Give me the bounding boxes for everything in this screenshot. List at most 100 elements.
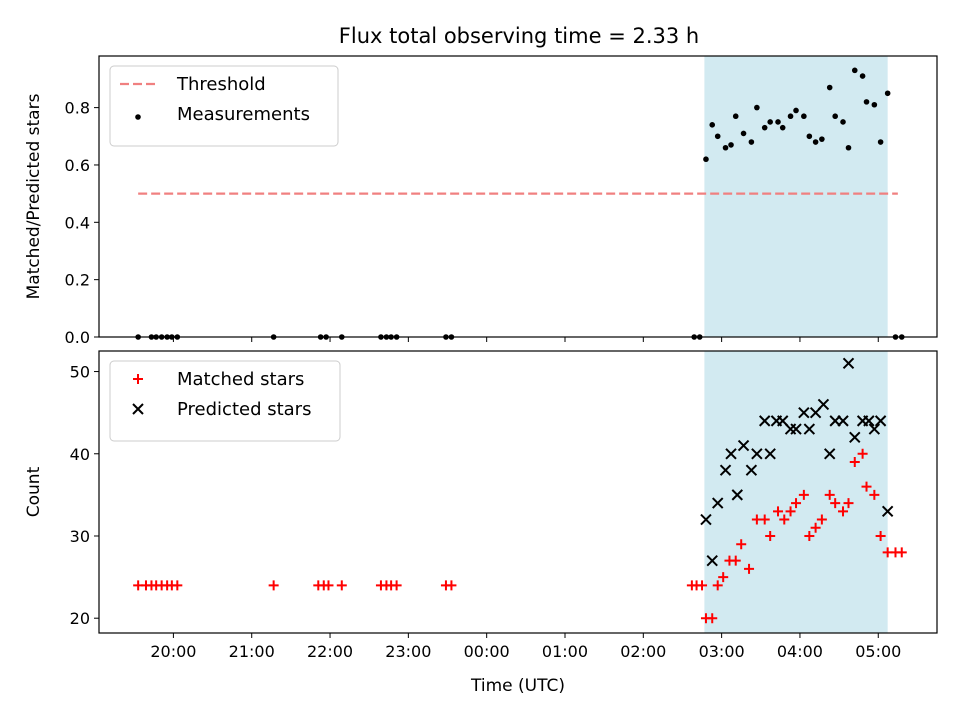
matched-star-point bbox=[446, 580, 457, 591]
legend-box bbox=[109, 360, 341, 442]
measurement-point bbox=[754, 104, 760, 111]
measurement-point bbox=[732, 113, 739, 120]
measurement-point bbox=[761, 124, 768, 131]
y-tick-label: 50 bbox=[70, 363, 90, 382]
measurement-point bbox=[877, 139, 884, 145]
matched-star-point bbox=[323, 580, 334, 591]
matched-star-point bbox=[773, 506, 784, 517]
matched-star-point bbox=[712, 580, 723, 591]
predicted-star-point bbox=[725, 448, 737, 460]
y-axis-label: Matched/Predicted stars bbox=[24, 93, 44, 299]
predicted-star-point bbox=[737, 439, 750, 452]
legend-measurement-swatch bbox=[135, 114, 141, 120]
measurement-point bbox=[722, 144, 729, 151]
measurement-point bbox=[884, 90, 891, 97]
measurement-point bbox=[728, 142, 734, 148]
matched-star-point bbox=[804, 530, 815, 541]
axes-frame bbox=[98, 350, 938, 634]
matched-star-point bbox=[336, 580, 347, 591]
x-tick-label: 00:00 bbox=[464, 642, 510, 661]
x-tick-label: 20:00 bbox=[150, 642, 196, 661]
x-tick-label: 04:00 bbox=[777, 642, 823, 661]
matched-star-point bbox=[744, 563, 755, 574]
matched-star-point bbox=[869, 489, 880, 500]
predicted-star-point bbox=[700, 513, 712, 526]
x-tick-label: 03:00 bbox=[699, 642, 745, 661]
matched-star-point bbox=[798, 489, 809, 500]
x-tick-label: 05:00 bbox=[855, 642, 901, 661]
y-tick-label: 0.0 bbox=[65, 328, 90, 347]
legend-label: Measurements bbox=[177, 104, 310, 125]
predicted-star-point bbox=[863, 415, 875, 427]
measurement-point bbox=[703, 156, 709, 163]
predicted-star-point bbox=[719, 464, 732, 476]
predicted-star-point bbox=[842, 357, 855, 370]
matched-star-point bbox=[765, 530, 776, 541]
measurement-point bbox=[775, 119, 781, 125]
predicted-star-point bbox=[817, 398, 830, 411]
matched-star-point bbox=[816, 514, 827, 525]
measurement-point bbox=[826, 84, 833, 91]
measurement-point bbox=[793, 107, 799, 114]
matched-star-point bbox=[697, 580, 708, 591]
predicted-star-point bbox=[790, 423, 802, 435]
measurement-point bbox=[840, 119, 846, 125]
measurement-point bbox=[787, 113, 794, 120]
predicted-star-point bbox=[764, 448, 776, 460]
observing-window-band bbox=[704, 56, 888, 337]
figure-title: Flux total observing time = 2.33 h bbox=[339, 24, 699, 48]
observing-window-band bbox=[704, 351, 888, 633]
predicted-star-point bbox=[712, 497, 724, 509]
predicted-star-point bbox=[823, 448, 836, 460]
measurement-point bbox=[709, 122, 716, 128]
measurement-point bbox=[740, 130, 747, 137]
matched-star-point bbox=[730, 555, 741, 566]
legend-label: Predicted stars bbox=[177, 399, 311, 420]
legend-matched-swatch bbox=[133, 374, 143, 384]
measurement-point bbox=[748, 139, 755, 145]
predicted-star-point bbox=[868, 423, 881, 435]
predicted-star-point bbox=[751, 448, 763, 460]
y-axis-label: Count bbox=[24, 466, 44, 517]
matched-star-point bbox=[843, 498, 854, 509]
y-tick-label: 0.4 bbox=[65, 213, 90, 232]
x-tick-label: 01:00 bbox=[542, 642, 588, 661]
x-tick-label: 21:00 bbox=[229, 642, 275, 661]
predicted-star-point bbox=[849, 431, 861, 444]
predicted-star-point bbox=[837, 415, 849, 427]
predicted-star-point bbox=[881, 505, 894, 518]
measurement-point bbox=[845, 144, 852, 151]
legend-label: Threshold bbox=[176, 74, 266, 95]
measurement-point bbox=[779, 124, 786, 131]
measurement-point bbox=[859, 73, 866, 79]
matched-star-point bbox=[875, 530, 886, 541]
matched-star-point bbox=[707, 613, 718, 624]
matched-star-point bbox=[791, 498, 802, 509]
matched-star-point bbox=[785, 506, 796, 517]
measurement-point bbox=[832, 113, 838, 120]
measurement-point bbox=[871, 101, 878, 108]
legend-box bbox=[109, 65, 339, 147]
matched-star-point bbox=[268, 580, 279, 591]
predicted-star-point bbox=[706, 554, 718, 567]
matched-star-point bbox=[736, 539, 747, 550]
matched-star-point bbox=[838, 506, 849, 517]
x-tick-label: 22:00 bbox=[307, 642, 353, 661]
x-tick-label: 02:00 bbox=[620, 642, 666, 661]
y-tick-label: 0.2 bbox=[65, 271, 90, 290]
y-tick-label: 20 bbox=[70, 609, 90, 628]
predicted-star-point bbox=[758, 415, 771, 427]
measurement-point bbox=[863, 99, 870, 105]
measurement-point bbox=[767, 119, 773, 125]
matched-star-point bbox=[810, 522, 821, 533]
axes-frame bbox=[98, 55, 938, 338]
legend-label: Matched stars bbox=[177, 369, 304, 390]
predicted-star-point bbox=[731, 489, 743, 501]
measurement-point bbox=[806, 133, 813, 140]
matched-star-point bbox=[391, 580, 402, 591]
legend-predicted-swatch bbox=[132, 403, 144, 415]
predicted-star-point bbox=[798, 406, 810, 419]
y-tick-label: 0.8 bbox=[65, 99, 90, 118]
y-tick-label: 40 bbox=[70, 445, 90, 464]
